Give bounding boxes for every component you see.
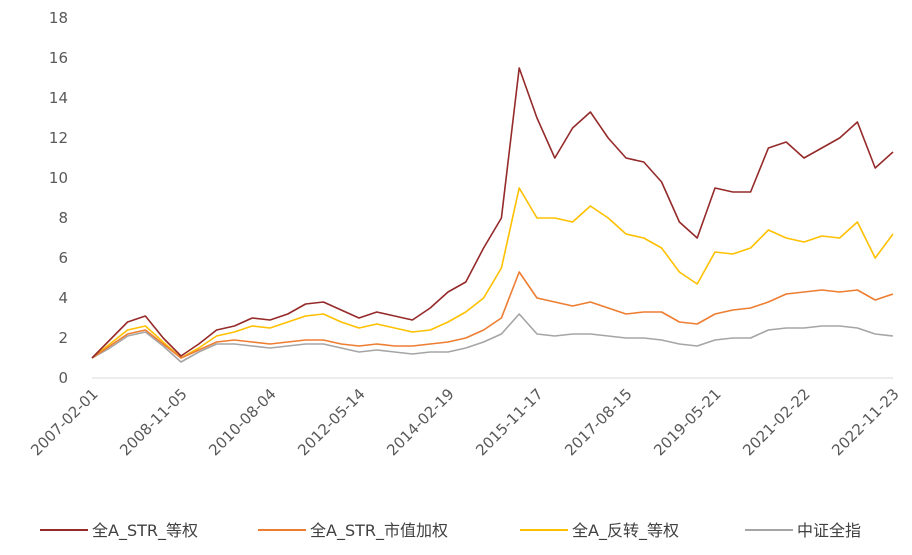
y-tick-label: 10 (49, 169, 68, 187)
legend-label: 全A_STR_等权 (92, 521, 198, 541)
y-tick-label: 18 (49, 9, 68, 27)
y-tick-label: 2 (58, 329, 68, 347)
x-tick-label: 2017-08-15 (561, 385, 635, 459)
x-tick-label: 2019-05-21 (650, 385, 724, 459)
y-tick-label: 8 (58, 209, 68, 227)
x-tick-label: 2015-11-17 (472, 385, 546, 459)
x-tick-label: 2008-11-05 (116, 385, 190, 459)
y-tick-label: 0 (58, 369, 68, 387)
y-tick-label: 14 (49, 89, 68, 107)
x-tick-label: 2012-05-14 (294, 385, 368, 459)
series-line (91, 67, 894, 359)
x-tick-label: 2022-11-23 (828, 385, 902, 459)
x-tick-label: 2021-02-22 (739, 385, 813, 459)
y-tick-label: 12 (49, 129, 68, 147)
series-line (91, 271, 894, 359)
y-tick-label: 6 (58, 249, 68, 267)
x-tick-label: 2010-08-04 (205, 385, 279, 459)
legend-label: 全A_反转_等权 (572, 521, 679, 541)
series-line (91, 187, 894, 359)
x-tick-label: 2007-02-01 (27, 385, 101, 459)
legend-label: 全A_STR_市值加权 (310, 521, 448, 541)
x-tick-label: 2014-02-19 (383, 385, 457, 459)
series-line (91, 313, 894, 363)
y-tick-label: 16 (49, 49, 68, 67)
legend-label: 中证全指 (797, 521, 861, 540)
y-tick-label: 4 (58, 289, 68, 307)
legend: 全A_STR_等权 全A_STR_市值加权 全A_反转_等权 中证全指 (40, 521, 861, 541)
